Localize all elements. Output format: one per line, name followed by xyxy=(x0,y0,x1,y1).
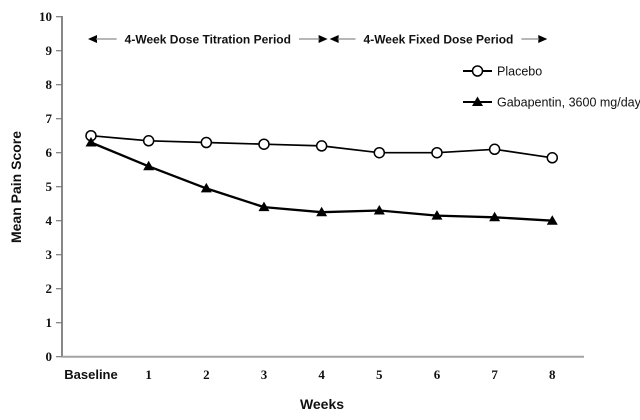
right-arrowhead-icon xyxy=(538,35,548,43)
y-tick-label: 9 xyxy=(46,43,53,58)
y-tick-label: 4 xyxy=(46,213,53,228)
gabapentin-marker xyxy=(143,160,155,171)
y-tick-label: 10 xyxy=(39,9,52,24)
series-layer xyxy=(85,129,559,225)
y-tick-label: 2 xyxy=(46,281,53,296)
y-tick-label: 7 xyxy=(46,111,53,126)
gabapentin-marker xyxy=(316,206,328,217)
left-arrowhead-icon xyxy=(88,35,97,43)
right-arrowhead-icon xyxy=(318,35,328,43)
axes-layer: 0 1 2 3 4 5 6 7 8 9 10 Baseline 1 2 3 4 5 6 7 8 xyxy=(39,9,584,382)
y-tick-label: 5 xyxy=(46,179,53,194)
x-tick-label: 7 xyxy=(491,367,498,382)
x-tick-label: 6 xyxy=(434,367,441,382)
x-axis-title: Weeks xyxy=(300,396,344,412)
placebo-marker xyxy=(315,140,328,152)
x-tick-label: 8 xyxy=(549,367,556,382)
x-tick-label: 2 xyxy=(203,367,210,382)
x-tick-label: 4 xyxy=(318,367,325,382)
x-tick-label: 3 xyxy=(261,367,268,382)
legend-label: Placebo xyxy=(497,65,542,79)
y-tick-label: 1 xyxy=(46,315,53,330)
y-tick-label: 8 xyxy=(46,77,53,92)
legend-marker-icon xyxy=(472,96,483,106)
x-tick-label: 5 xyxy=(376,367,383,382)
x-tick-label: 1 xyxy=(145,367,152,382)
placebo-marker xyxy=(142,135,155,147)
left-arrowhead-icon xyxy=(329,35,339,43)
gabapentin-marker xyxy=(200,182,212,193)
x-tick-label: Baseline xyxy=(64,367,117,382)
y-axis-title: Mean Pain Score xyxy=(8,131,24,243)
gabapentin-marker xyxy=(431,210,443,220)
gabapentin-marker xyxy=(489,211,501,222)
legend-label: Gabapentin, 3600 mg/day xyxy=(497,96,640,110)
placebo-marker xyxy=(488,143,501,156)
placebo-marker xyxy=(373,146,386,159)
y-tick-label: 3 xyxy=(46,247,53,262)
placebo-marker xyxy=(431,146,443,159)
gabapentin-marker xyxy=(373,205,385,215)
y-tick-label: 0 xyxy=(46,349,53,364)
annotation-label: 4-Week Fixed Dose Period xyxy=(364,33,514,47)
gabapentin-marker xyxy=(546,215,558,225)
annotations-layer: 4-Week Dose Titration Period 4-Week Fixed… xyxy=(88,33,548,47)
legend-marker-icon xyxy=(471,65,484,77)
placebo-marker xyxy=(546,152,559,164)
gabapentin-marker xyxy=(85,137,97,147)
placebo-marker xyxy=(258,138,270,150)
annotation-label: 4-Week Dose Titration Period xyxy=(125,33,291,47)
placebo-marker xyxy=(200,136,213,149)
legend-layer: Placebo Gabapentin, 3600 mg/day xyxy=(463,65,640,110)
gabapentin-marker xyxy=(258,201,270,212)
y-tick-label: 6 xyxy=(46,145,53,160)
